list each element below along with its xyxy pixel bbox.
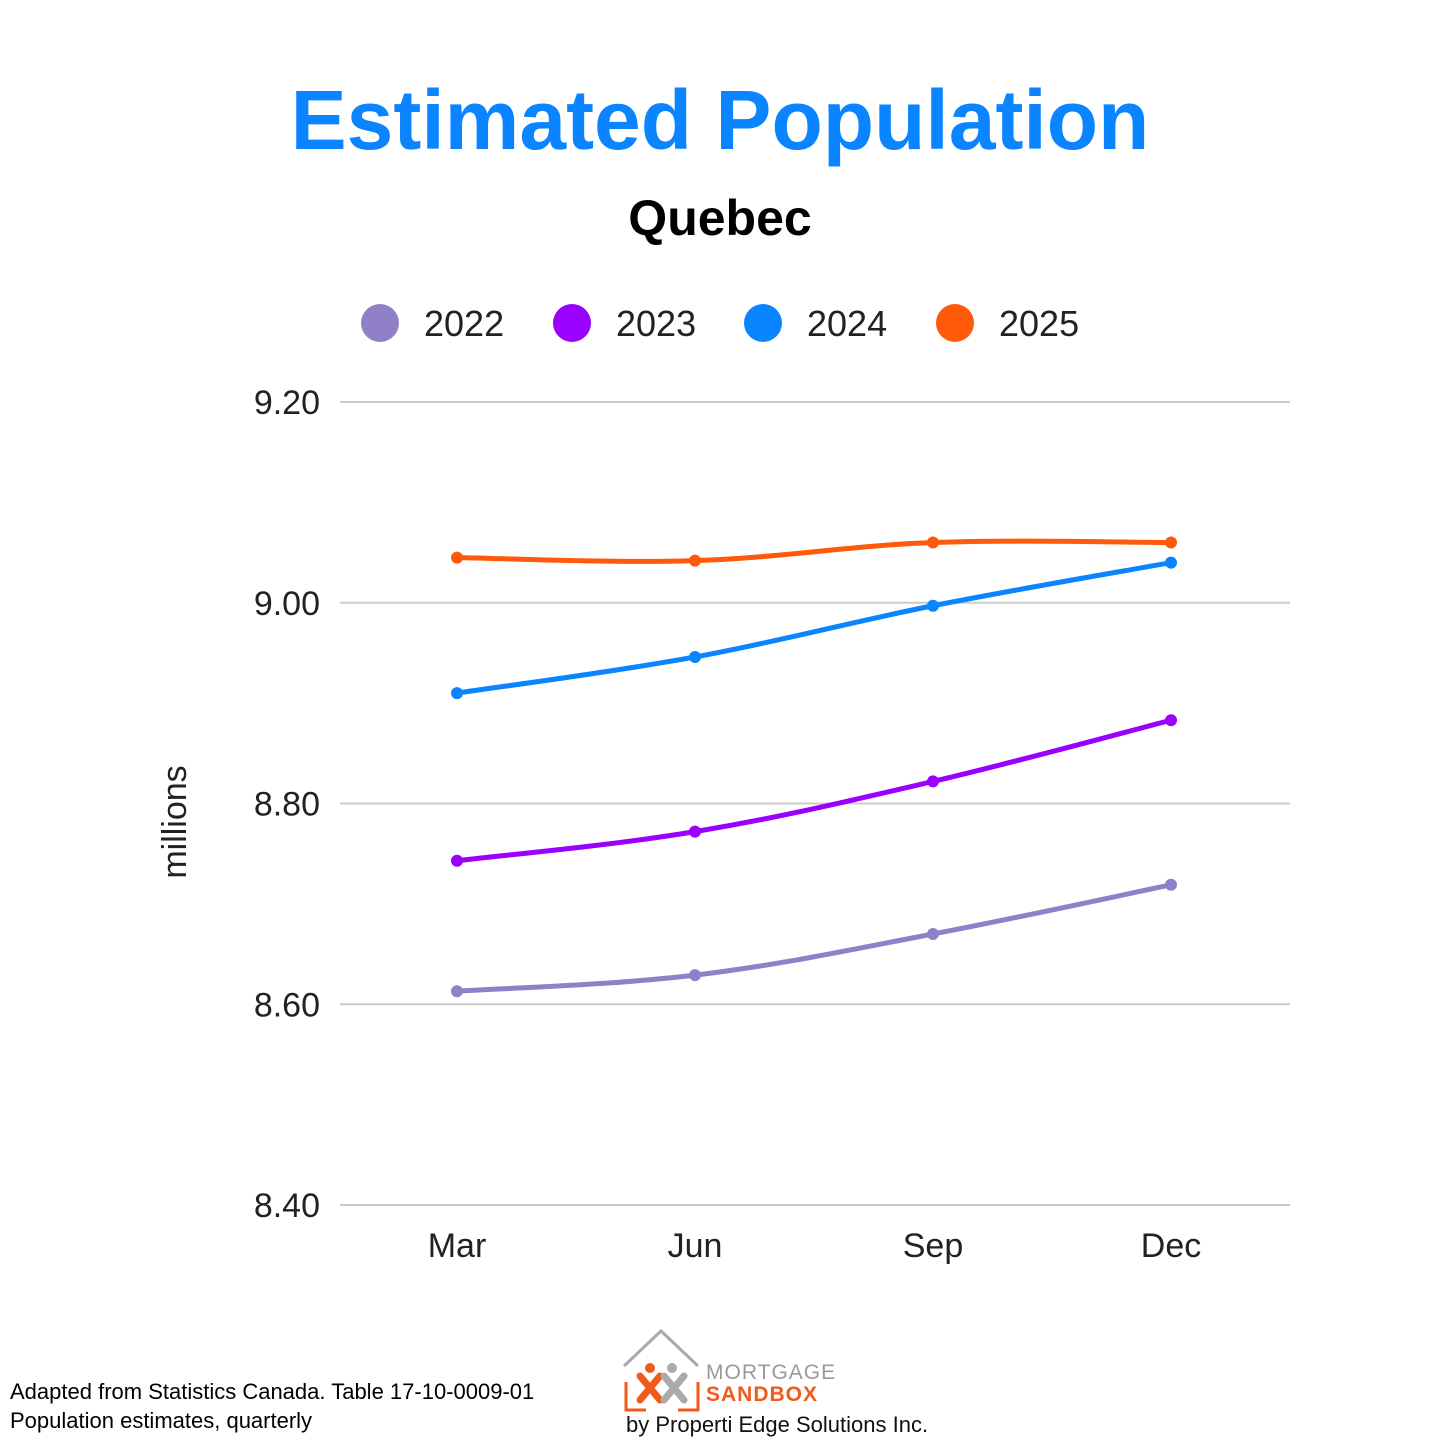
logo-word-sandbox: SANDBOX [706,1383,819,1406]
data-point-2023-Mar [451,854,463,867]
y-tick-label: 8.60 [254,986,320,1024]
series-line-2024 [454,560,1174,696]
y-tick-label: 8.40 [254,1187,320,1225]
legend-label-2022: 2022 [424,303,504,344]
x-tick-label: Jun [668,1227,723,1265]
series-line-2023 [454,717,1174,864]
data-point-2024-Dec [1165,556,1177,569]
y-tick-label: 8.80 [254,786,320,824]
house-logo-icon [622,1328,700,1412]
data-point-2023-Dec [1165,714,1177,727]
data-point-2022-Dec [1165,878,1177,891]
x-tick-label: Mar [428,1227,487,1265]
legend-marker-2023 [553,304,591,342]
logo-word-mortgage: MORTGAGE [706,1361,837,1384]
chart-title: Estimated Population [290,73,1150,167]
legend-label-2024: 2024 [807,303,887,344]
gridlines [340,401,1290,1206]
y-tick-label: 9.00 [254,585,320,623]
source-line-2: Population estimates, quarterly [10,1408,313,1433]
series-line-2025 [454,538,1174,564]
legend-label-2025: 2025 [999,303,1079,344]
line-chart: 2022 2023 2024 2025 8.40 8.60 8.80 9.00 9.20 Ma… [156,303,1290,1265]
source-note: Adapted from Statistics Canada. Table 17… [10,1377,534,1435]
legend-marker-2024 [744,304,782,342]
legend-marker-2025 [936,304,974,342]
x-axis-ticks: Mar Jun Sep Dec [428,1227,1202,1265]
series-lines [451,536,1177,998]
data-point-2024-Sep [927,599,939,612]
data-point-2023-Jun [689,825,701,838]
data-point-2022-Mar [451,985,463,998]
data-point-2024-Jun [689,650,701,663]
chart-subtitle: Quebec [628,190,812,246]
data-point-2025-Mar [451,551,463,564]
legend-marker-2022 [361,304,399,342]
data-point-2025-Sep [927,536,939,549]
data-point-2022-Sep [927,927,939,940]
y-axis-ticks: 8.40 8.60 8.80 9.00 9.20 [254,384,320,1225]
series-line-2022 [454,882,1174,994]
x-tick-label: Sep [903,1227,964,1265]
legend-label-2023: 2023 [616,303,696,344]
data-point-2023-Sep [927,775,939,788]
source-line-1: Adapted from Statistics Canada. Table 17… [10,1379,535,1404]
y-tick-label: 9.20 [254,384,320,422]
mortgage-sandbox-logo: MORTGAGE SANDBOX by Properti Edge Soluti… [620,1328,940,1440]
x-tick-label: Dec [1141,1227,1201,1265]
data-point-2025-Dec [1165,536,1177,549]
y-axis-label: millions [156,765,194,878]
data-point-2024-Mar [451,687,463,700]
data-point-2022-Jun [689,969,701,982]
legend: 2022 2023 2024 2025 [361,303,1079,344]
data-point-2025-Jun [689,554,701,567]
logo-byline: by Properti Edge Solutions Inc. [626,1412,929,1437]
